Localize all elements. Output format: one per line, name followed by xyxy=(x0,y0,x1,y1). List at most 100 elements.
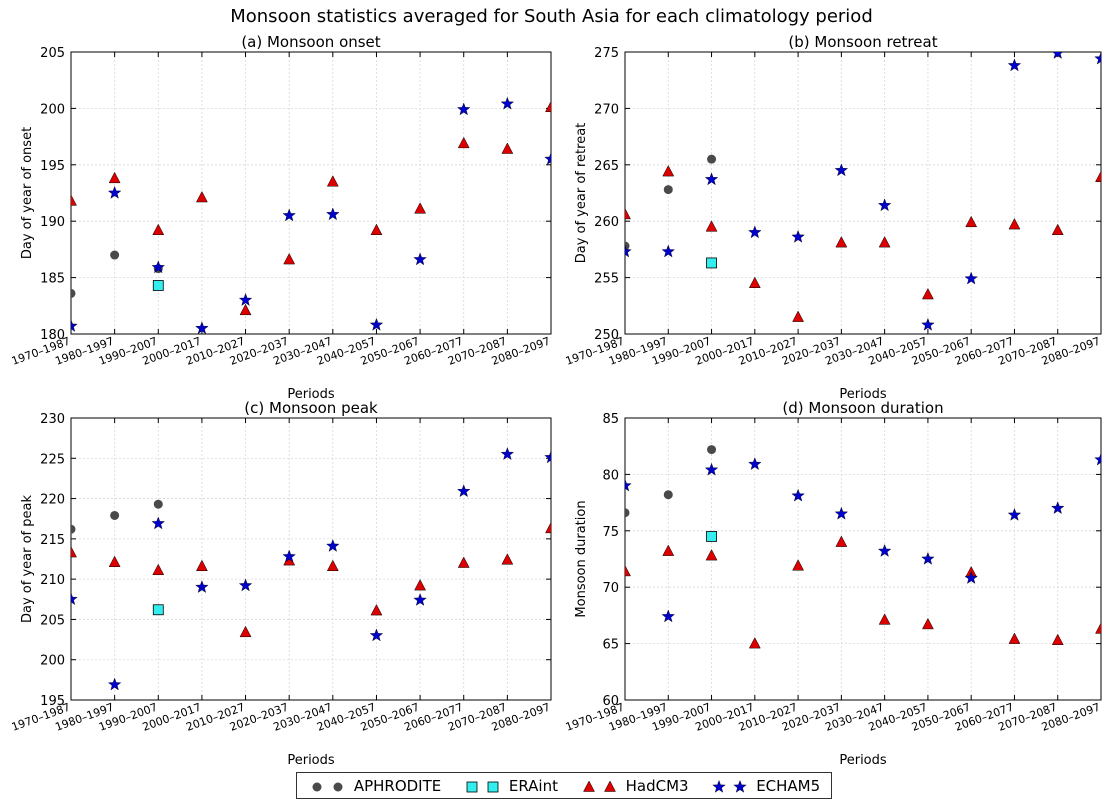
data-point-hadcm3 xyxy=(835,535,848,547)
y-tick-label: 80 xyxy=(602,468,619,483)
panel-c: 1952002052102152202252301970–19871980–19… xyxy=(10,399,552,768)
data-points xyxy=(71,96,551,334)
data-point-hadcm3 xyxy=(195,190,208,203)
y-tick-label: 200 xyxy=(40,654,65,669)
data-point-echam5 xyxy=(1094,452,1101,466)
x-axis-label: Periods xyxy=(839,387,887,402)
data-point-hadcm3 xyxy=(792,559,805,571)
y-tick-label: 270 xyxy=(594,102,619,117)
data-point-echam5 xyxy=(748,225,762,239)
data-point-hadcm3 xyxy=(195,559,208,572)
data-point-hadcm3 xyxy=(239,625,252,638)
y-tick-label: 70 xyxy=(602,581,619,596)
data-point-echam5 xyxy=(282,549,296,563)
data-point-hadcm3 xyxy=(326,175,339,187)
data-point-echam5 xyxy=(1007,58,1022,72)
data-point-echam5 xyxy=(282,208,296,222)
data-point-echam5 xyxy=(834,506,849,520)
data-point-echam5 xyxy=(748,457,762,470)
y-tick-label: 185 xyxy=(40,272,65,287)
data-points xyxy=(625,445,1101,649)
data-point-echam5 xyxy=(326,539,340,552)
data-point-hadcm3 xyxy=(545,100,551,113)
y-axis-label: Day of year of peak xyxy=(20,495,35,623)
data-points xyxy=(625,52,1101,331)
data-point-aphrodite xyxy=(707,445,717,455)
data-point-hadcm3 xyxy=(457,556,470,568)
data-point-hadcm3 xyxy=(705,220,718,232)
data-point-hadcm3 xyxy=(71,546,77,558)
y-tick-label: 190 xyxy=(40,215,65,230)
data-point-hadcm3 xyxy=(965,215,978,228)
data-point-hadcm3 xyxy=(108,555,121,567)
data-point-hadcm3 xyxy=(835,236,848,248)
data-point-hadcm3 xyxy=(921,617,934,630)
data-point-echam5 xyxy=(151,260,166,274)
data-point-echam5 xyxy=(413,252,427,266)
data-point-hadcm3 xyxy=(878,236,891,248)
data-point-aphrodite xyxy=(71,524,76,534)
data-point-hadcm3 xyxy=(501,553,514,565)
figure-canvas: 1801851901952002051970–19871980–19971990… xyxy=(10,33,1102,768)
y-tick-label: 220 xyxy=(40,493,65,508)
legend-marker xyxy=(466,781,499,792)
data-point-echam5 xyxy=(326,207,340,221)
data-point-aphrodite xyxy=(153,499,163,509)
panel-d: 6065707580851970–19871980–19971990–20072… xyxy=(564,399,1102,768)
legend-marker xyxy=(712,779,747,793)
y-axis-label: Day of year of onset xyxy=(20,127,35,259)
data-point-echam5 xyxy=(369,628,384,642)
star-marker xyxy=(733,779,747,793)
data-point-echam5 xyxy=(195,580,209,593)
triangle-marker xyxy=(603,779,616,792)
data-point-hadcm3 xyxy=(748,276,761,288)
data-point-aphrodite xyxy=(707,154,717,164)
data-point-hadcm3 xyxy=(748,637,761,649)
data-point-aphrodite xyxy=(110,250,120,260)
plot-frame xyxy=(70,417,552,701)
data-point-aphrodite xyxy=(663,185,673,195)
data-point-echam5 xyxy=(456,102,471,116)
y-tick-label: 65 xyxy=(602,638,619,653)
data-point-eraint xyxy=(152,604,164,616)
plot-frame xyxy=(624,51,1102,335)
square-marker xyxy=(487,781,499,792)
plot-frame xyxy=(624,417,1102,701)
data-point-echam5 xyxy=(921,317,935,331)
plot-frame xyxy=(70,51,552,335)
x-axis-label: Periods xyxy=(287,753,335,768)
y-tick-label: 60 xyxy=(602,694,619,709)
square-marker xyxy=(466,781,478,792)
data-point-echam5 xyxy=(625,478,632,492)
data-points xyxy=(71,447,551,691)
data-point-hadcm3 xyxy=(370,223,383,235)
data-point-aphrodite xyxy=(110,510,120,520)
data-point-echam5 xyxy=(1052,52,1064,59)
data-point-echam5 xyxy=(921,551,935,565)
data-point-hadcm3 xyxy=(1095,170,1101,182)
y-tick-label: 180 xyxy=(40,328,65,343)
data-point-echam5 xyxy=(238,293,253,306)
y-tick-label: 210 xyxy=(40,573,65,588)
data-point-echam5 xyxy=(661,609,676,623)
y-tick-label: 275 xyxy=(594,46,619,61)
legend-item-aphrodite: APHRODITE xyxy=(308,777,441,795)
data-point-echam5 xyxy=(195,321,209,334)
data-point-aphrodite xyxy=(625,508,630,518)
data-point-echam5 xyxy=(107,677,122,691)
y-tick-label: 200 xyxy=(40,102,65,117)
data-point-echam5 xyxy=(1007,507,1022,521)
triangle-marker xyxy=(582,779,595,792)
data-point-echam5 xyxy=(964,271,978,285)
data-point-hadcm3 xyxy=(1051,223,1064,235)
data-point-hadcm3 xyxy=(1051,633,1064,645)
panel-title: (d) Monsoon duration xyxy=(782,399,943,417)
legend-label: APHRODITE xyxy=(353,776,442,795)
data-point-aphrodite xyxy=(663,490,673,500)
data-point-hadcm3 xyxy=(705,549,718,561)
data-point-hadcm3 xyxy=(625,207,631,220)
data-point-echam5 xyxy=(151,516,166,530)
data-point-eraint xyxy=(706,257,717,269)
legend-item-hadcm3: HadCM3 xyxy=(580,777,689,795)
legend-label: ERAint xyxy=(508,776,558,795)
